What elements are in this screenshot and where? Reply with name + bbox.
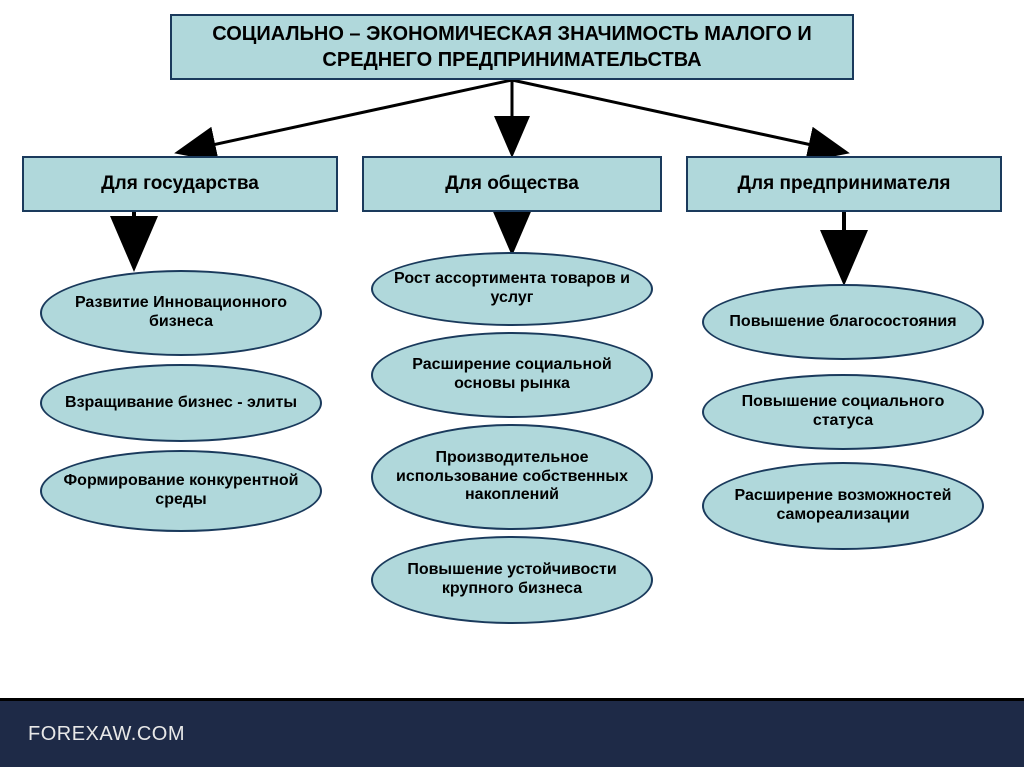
- ellipse-text: Повышение социального статуса: [722, 393, 964, 431]
- ellipse-text: Формирование конкурентной среды: [60, 472, 302, 510]
- category-box-entrepreneur: Для предпринимателя: [686, 156, 1002, 212]
- category-label: Для общества: [445, 173, 579, 195]
- ellipse-item: Производительное использование собственн…: [371, 424, 653, 530]
- category-label: Для государства: [101, 173, 259, 195]
- ellipse-item: Повышение социального статуса: [702, 374, 984, 450]
- category-label: Для предпринимателя: [738, 173, 951, 195]
- ellipse-text: Расширение возможностей самореализации: [722, 487, 964, 525]
- ellipse-item: Расширение возможностей самореализации: [702, 462, 984, 550]
- ellipse-item: Формирование конкурентной среды: [40, 450, 322, 532]
- ellipse-text: Расширение социальной основы рынка: [391, 356, 633, 394]
- title-text: СОЦИАЛЬНО – ЭКОНОМИЧЕСКАЯ ЗНАЧИМОСТЬ МАЛ…: [182, 21, 842, 73]
- title-box: СОЦИАЛЬНО – ЭКОНОМИЧЕСКАЯ ЗНАЧИМОСТЬ МАЛ…: [170, 14, 854, 80]
- ellipse-text: Рост ассортимента товаров и услуг: [391, 270, 633, 308]
- ellipse-item: Взращивание бизнес - элиты: [40, 364, 322, 442]
- ellipse-item: Расширение социальной основы рынка: [371, 332, 653, 418]
- ellipse-item: Повышение устойчивости крупного бизнеса: [371, 536, 653, 624]
- ellipse-text: Повышение устойчивости крупного бизнеса: [391, 561, 633, 599]
- ellipse-item: Рост ассортимента товаров и услуг: [371, 252, 653, 326]
- ellipse-text: Повышение благосостояния: [729, 313, 956, 332]
- footer-bar: FOREXAW.COM: [0, 698, 1024, 767]
- footer-text: FOREXAW.COM: [28, 723, 185, 746]
- category-box-state: Для государства: [22, 156, 338, 212]
- ellipse-item: Развитие Инновационного бизнеса: [40, 270, 322, 356]
- ellipse-text: Развитие Инновационного бизнеса: [60, 294, 302, 332]
- ellipse-item: Повышение благосостояния: [702, 284, 984, 360]
- diagram-canvas: СОЦИАЛЬНО – ЭКОНОМИЧЕСКАЯ ЗНАЧИМОСТЬ МАЛ…: [0, 0, 1024, 698]
- category-box-society: Для общества: [362, 156, 662, 212]
- ellipse-text: Взращивание бизнес - элиты: [65, 394, 297, 413]
- ellipse-text: Производительное использование собственн…: [391, 449, 633, 506]
